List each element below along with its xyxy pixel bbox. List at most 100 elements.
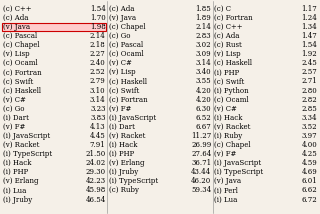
Text: (i) TypeScript: (i) TypeScript	[3, 150, 52, 158]
Text: (c) Pascal: (c) Pascal	[109, 41, 143, 49]
Text: (v) Lisp: (v) Lisp	[214, 50, 241, 58]
Text: (v) Java: (v) Java	[214, 177, 242, 185]
Text: (c) Go: (c) Go	[3, 105, 24, 113]
Text: (i) PHP: (i) PHP	[3, 168, 28, 176]
Text: (c) Chapel: (c) Chapel	[214, 141, 251, 149]
Text: (i) Dart: (i) Dart	[3, 114, 29, 122]
Text: 4.69: 4.69	[301, 168, 317, 176]
Text: (i) Jruby: (i) Jruby	[109, 168, 138, 176]
Text: 42.23: 42.23	[85, 177, 106, 185]
Text: (c) C: (c) C	[214, 5, 231, 13]
Text: 11.27: 11.27	[191, 132, 211, 140]
Text: (c) Fortran: (c) Fortran	[214, 14, 253, 22]
Text: 43.44: 43.44	[191, 168, 211, 176]
Text: (v) F#: (v) F#	[214, 150, 237, 158]
Text: 1.89: 1.89	[196, 14, 211, 22]
Text: 6.30: 6.30	[196, 105, 211, 113]
Text: 45.98: 45.98	[85, 186, 106, 195]
Text: 1.98: 1.98	[90, 23, 106, 31]
Text: (c) Fortran: (c) Fortran	[109, 96, 147, 104]
Text: 1.24: 1.24	[301, 14, 317, 22]
Text: 1.92: 1.92	[301, 50, 317, 58]
Text: (i) Python: (i) Python	[214, 86, 249, 95]
Text: (i) Jruby: (i) Jruby	[3, 196, 32, 204]
Text: 27.64: 27.64	[191, 150, 211, 158]
Text: 29.30: 29.30	[85, 168, 106, 176]
Text: 1.34: 1.34	[301, 23, 317, 31]
Text: 2.14: 2.14	[90, 32, 106, 40]
Text: (v) F#: (v) F#	[3, 123, 25, 131]
Text: 6.52: 6.52	[196, 114, 211, 122]
Text: 3.52: 3.52	[301, 123, 317, 131]
Text: (i) TypeScript: (i) TypeScript	[109, 177, 158, 185]
Text: (i) Hack: (i) Hack	[3, 159, 31, 167]
Text: 2.83: 2.83	[196, 32, 211, 40]
Text: 6.62: 6.62	[301, 186, 317, 195]
Text: 4.59: 4.59	[301, 159, 317, 167]
Text: 3.40: 3.40	[196, 68, 211, 76]
Text: (i) PHP: (i) PHP	[214, 68, 240, 76]
Text: (c) Ada: (c) Ada	[3, 14, 28, 22]
Text: (c) Ocaml: (c) Ocaml	[3, 59, 38, 67]
Text: (c) Ocaml: (c) Ocaml	[214, 96, 249, 104]
Text: 4.20: 4.20	[196, 96, 211, 104]
Text: (i) Lua: (i) Lua	[3, 186, 26, 195]
Text: 1.70: 1.70	[90, 14, 106, 22]
Text: (i) Lua: (i) Lua	[214, 196, 238, 204]
Text: 1.54: 1.54	[301, 41, 317, 49]
Text: 6.72: 6.72	[301, 196, 317, 204]
Text: 2.14: 2.14	[196, 23, 211, 31]
Text: 6.67: 6.67	[196, 123, 211, 131]
Text: (i) TypeScript: (i) TypeScript	[214, 168, 264, 176]
Text: (v) Java: (v) Java	[109, 14, 136, 22]
Text: 2.18: 2.18	[90, 41, 106, 49]
Text: 2.79: 2.79	[90, 77, 106, 85]
Text: (c) Rust: (c) Rust	[214, 41, 242, 49]
Text: (i) Perl: (i) Perl	[214, 186, 238, 195]
Text: 26.99: 26.99	[191, 141, 211, 149]
Text: 7.91: 7.91	[90, 141, 106, 149]
Text: (c) Haskell: (c) Haskell	[3, 86, 41, 95]
Text: 46.54: 46.54	[85, 196, 106, 204]
Text: 3.02: 3.02	[196, 41, 211, 49]
Text: (v) Racket: (v) Racket	[214, 123, 251, 131]
Text: 4.25: 4.25	[301, 150, 317, 158]
Text: 3.10: 3.10	[90, 86, 106, 95]
Text: (v) Lisp: (v) Lisp	[109, 68, 135, 76]
Text: (v) Erlang: (v) Erlang	[109, 159, 144, 167]
Text: (c) Chapel: (c) Chapel	[3, 41, 39, 49]
Text: 2.85: 2.85	[301, 105, 317, 113]
Text: 3.23: 3.23	[90, 105, 106, 113]
Text: (c) Fortran: (c) Fortran	[3, 68, 42, 76]
Text: (c) Haskell: (c) Haskell	[214, 59, 252, 67]
Text: (v) C#: (v) C#	[214, 105, 237, 113]
Text: (i) JavaScript: (i) JavaScript	[214, 159, 261, 167]
Text: (v) Lisp: (v) Lisp	[3, 50, 30, 58]
Text: 3.55: 3.55	[196, 77, 211, 85]
Text: 2.57: 2.57	[301, 68, 317, 76]
Text: 24.02: 24.02	[85, 159, 106, 167]
Text: (c) Go: (c) Go	[109, 32, 130, 40]
Text: 2.40: 2.40	[90, 59, 106, 67]
Text: 36.71: 36.71	[191, 159, 211, 167]
Text: (v) Erlang: (v) Erlang	[3, 177, 38, 185]
Text: (c) Pascal: (c) Pascal	[3, 32, 37, 40]
Text: (i) JavaScript: (i) JavaScript	[109, 114, 156, 122]
Text: (c) Ada: (c) Ada	[109, 5, 134, 13]
Text: 2.82: 2.82	[301, 96, 317, 104]
Text: 59.34: 59.34	[191, 186, 211, 195]
Text: 2.80: 2.80	[301, 86, 317, 95]
Text: (c) Ruby: (c) Ruby	[109, 186, 139, 195]
Text: 1.85: 1.85	[196, 5, 211, 13]
Text: 2.52: 2.52	[90, 68, 106, 76]
Text: (v) Racket: (v) Racket	[109, 132, 145, 140]
Text: 2.45: 2.45	[301, 59, 317, 67]
Text: 1.17: 1.17	[301, 5, 317, 13]
Text: (i) PHP: (i) PHP	[109, 150, 134, 158]
Text: (i) JavaScript: (i) JavaScript	[3, 132, 50, 140]
Text: 6.01: 6.01	[301, 177, 317, 185]
Text: (v) F#: (v) F#	[109, 105, 131, 113]
Text: (c) Ada: (c) Ada	[214, 32, 240, 40]
Text: 3.34: 3.34	[301, 114, 317, 122]
Text: (c) C++: (c) C++	[3, 5, 31, 13]
